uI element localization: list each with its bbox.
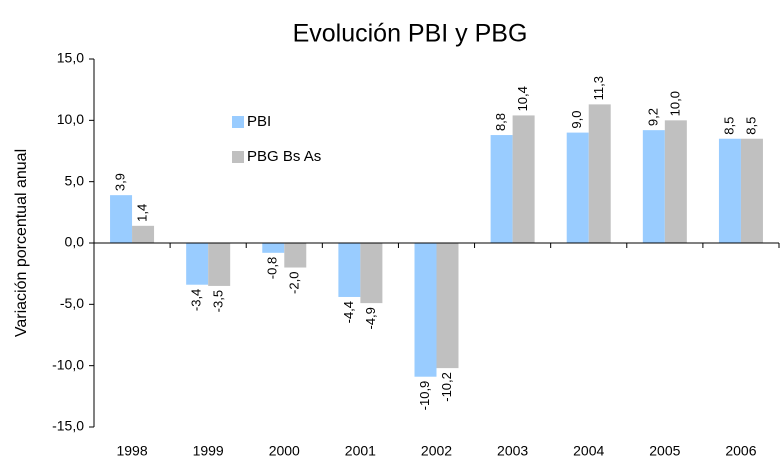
bar <box>566 132 589 243</box>
data-label: -2,0 <box>287 272 302 294</box>
bar <box>436 243 459 369</box>
data-label: -10,9 <box>417 381 432 411</box>
x-tick-label: 2005 <box>649 443 680 459</box>
y-tick-label: -15,0 <box>52 418 84 434</box>
chart-title: Evolución PBI y PBG <box>293 20 528 48</box>
y-tick-label: -10,0 <box>52 356 84 372</box>
bar <box>284 243 307 268</box>
bar <box>338 243 361 297</box>
x-tick-label: 2004 <box>573 443 604 459</box>
data-label: 8,5 <box>743 117 758 135</box>
bar <box>110 195 133 243</box>
bar <box>740 138 763 243</box>
data-label: -0,8 <box>265 257 280 279</box>
y-tick-label: 0,0 <box>65 234 85 250</box>
data-label: -4,9 <box>363 307 378 329</box>
bar <box>664 120 687 243</box>
data-label: 10,0 <box>667 91 682 116</box>
bar <box>588 104 611 244</box>
legend-swatch <box>232 151 244 163</box>
x-tick-label: 2000 <box>269 443 300 459</box>
y-tick-label: 15,0 <box>57 50 84 66</box>
x-tick-label: 1998 <box>116 443 147 459</box>
legend-label: PBG Bs As <box>247 148 321 165</box>
data-label: -4,4 <box>341 301 356 323</box>
x-tick-label: 2003 <box>497 443 528 459</box>
data-label: -3,4 <box>189 289 204 311</box>
data-label: 3,9 <box>112 173 127 191</box>
data-label: 9,2 <box>645 108 660 126</box>
bar <box>208 243 231 286</box>
bar <box>262 243 285 253</box>
y-tick-label: 5,0 <box>65 172 85 188</box>
bar <box>186 243 209 285</box>
legend-swatch <box>232 116 244 128</box>
data-label: 9,0 <box>569 111 584 129</box>
bar <box>132 225 155 243</box>
data-label: -3,5 <box>211 290 226 312</box>
y-axis-label: Variación porcentual anual <box>13 149 30 337</box>
bar <box>490 135 513 243</box>
bar <box>718 138 741 243</box>
x-tick-label: 2006 <box>725 443 756 459</box>
data-label: 8,5 <box>721 117 736 135</box>
y-tick-label: 10,0 <box>57 111 84 127</box>
bar <box>360 243 383 304</box>
legend-label: PBI <box>247 113 271 130</box>
bar <box>512 115 535 243</box>
data-label: -10,2 <box>439 372 454 402</box>
data-label: 11,3 <box>591 76 606 100</box>
data-label: 1,4 <box>134 204 149 222</box>
data-label: 8,8 <box>493 113 508 131</box>
x-tick-label: 2001 <box>345 443 376 459</box>
bar <box>642 130 665 243</box>
x-tick-label: 1999 <box>193 443 224 459</box>
data-label: 10,4 <box>515 86 530 111</box>
y-tick-label: -5,0 <box>60 295 84 311</box>
x-tick-label: 2002 <box>421 443 452 459</box>
bar <box>414 243 437 377</box>
